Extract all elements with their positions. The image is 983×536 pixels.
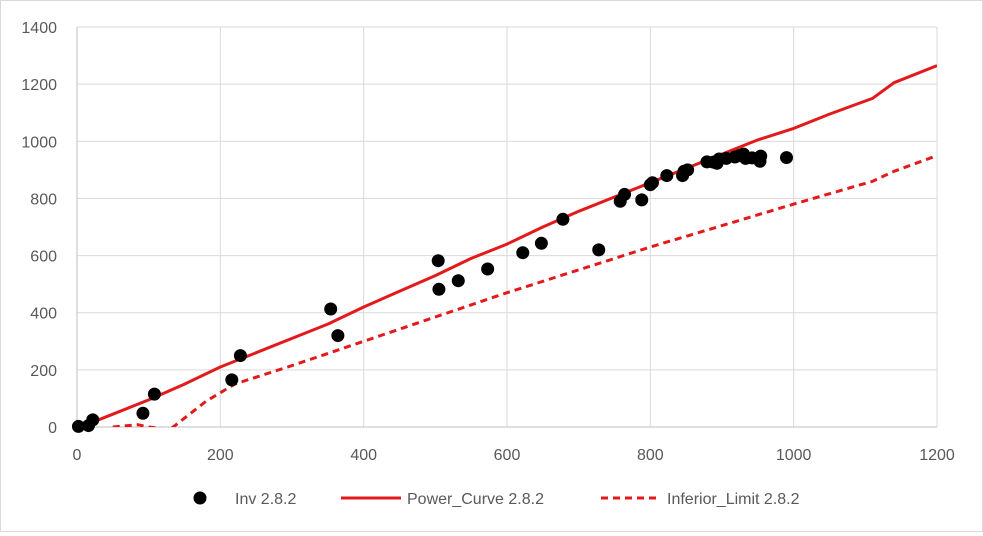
x-tick-label: 200 xyxy=(207,447,234,464)
data-point xyxy=(331,329,345,343)
scatter-series xyxy=(71,147,793,433)
legend-marker-inv xyxy=(193,491,207,505)
data-point xyxy=(556,212,570,226)
y-tick-label: 1400 xyxy=(21,20,57,37)
data-point xyxy=(645,176,659,190)
data-point xyxy=(233,349,247,363)
x-tick-label: 1200 xyxy=(919,447,955,464)
data-point xyxy=(432,282,446,296)
data-point xyxy=(592,243,606,257)
data-point xyxy=(136,406,150,420)
legend: Inv 2.8.2 Power_Curve 2.8.2 Inferior_Limit… xyxy=(193,491,800,508)
power-curve-line xyxy=(77,64,937,427)
data-point xyxy=(754,149,768,163)
y-tick-label: 1200 xyxy=(21,77,57,94)
y-tick-label: 0 xyxy=(48,420,57,437)
inferior-limit-line xyxy=(112,154,937,427)
y-tick-label: 200 xyxy=(30,363,57,380)
data-point xyxy=(534,236,548,250)
x-tick-label: 600 xyxy=(494,447,521,464)
data-point xyxy=(516,246,530,260)
y-tick-label: 600 xyxy=(30,249,57,266)
data-point xyxy=(324,302,338,316)
data-point xyxy=(147,387,161,401)
line-series xyxy=(77,64,937,427)
y-tick-label: 800 xyxy=(30,191,57,208)
data-point xyxy=(618,187,632,201)
data-point xyxy=(225,373,239,387)
legend-label: Power_Curve 2.8.2 xyxy=(407,491,544,508)
gridlines xyxy=(77,26,938,427)
data-point xyxy=(71,419,85,433)
legend-label: Inv 2.8.2 xyxy=(235,491,296,508)
x-tick-label: 0 xyxy=(73,447,82,464)
axes: 0 200 400 600 800 1000 1200 1400 0 200 400 600 800 10… xyxy=(21,20,954,464)
data-point xyxy=(660,169,674,183)
x-tick-label: 400 xyxy=(350,447,377,464)
x-tick-label: 1000 xyxy=(776,447,812,464)
data-point xyxy=(780,151,793,165)
data-point xyxy=(681,163,695,177)
legend-label: Inferior_Limit 2.8.2 xyxy=(667,491,800,508)
y-tick-label: 1000 xyxy=(21,134,57,151)
y-tick-label: 400 xyxy=(30,306,57,323)
data-point xyxy=(451,274,465,288)
data-point xyxy=(86,413,100,427)
data-point xyxy=(481,262,495,276)
data-point xyxy=(635,193,649,207)
data-point xyxy=(431,254,445,268)
x-tick-label: 800 xyxy=(637,447,664,464)
